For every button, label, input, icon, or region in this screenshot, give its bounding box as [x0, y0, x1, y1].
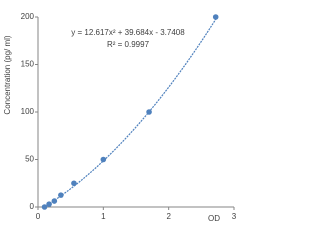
- data-point: [71, 180, 77, 187]
- x-axis-title: OD: [208, 214, 220, 223]
- data-point: [212, 14, 219, 20]
- data-point: [46, 201, 52, 207]
- x-tick-label: 1: [101, 212, 106, 221]
- data-point: [58, 192, 64, 198]
- r-squared: R² = 0.9997: [107, 40, 150, 49]
- trendline: [44, 19, 217, 208]
- y-tick-label: 100: [21, 107, 35, 116]
- y-tick-label: 0: [30, 202, 35, 211]
- x-tick-label: 0: [36, 212, 41, 221]
- page: {"chart_data": {"type": "scatter", "x_la…: [3, 12, 237, 224]
- x-tick-label: 3: [232, 212, 237, 221]
- data-point: [146, 109, 152, 115]
- y-tick-label: 150: [21, 60, 35, 69]
- y-axis-title: Concentration (pg/ ml): [3, 35, 12, 114]
- data-point: [51, 198, 58, 204]
- trendline-equation: y = 12.617x² + 39.684x - 3.7408: [71, 28, 185, 37]
- y-tick-label: 200: [21, 12, 35, 21]
- y-tick-label: 50: [25, 155, 34, 164]
- chart: y = 12.617x² + 39.684x - 3.7408 R² = 0.9…: [3, 12, 237, 223]
- data-point: [41, 204, 48, 210]
- data-point: [100, 156, 107, 163]
- x-tick-label: 2: [166, 212, 171, 221]
